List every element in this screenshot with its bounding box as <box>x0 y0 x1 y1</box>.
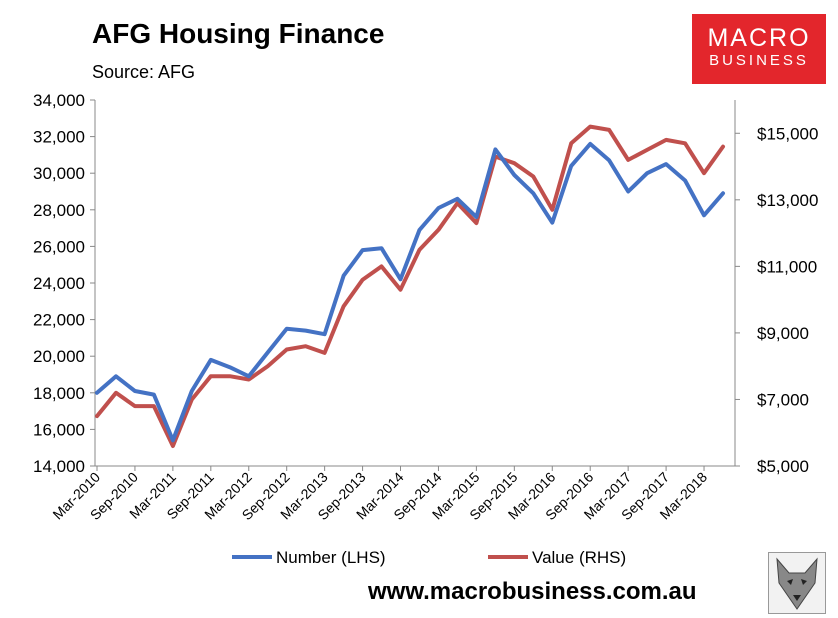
chart-title: AFG Housing Finance <box>92 18 385 49</box>
y-left-tick-label: 20,000 <box>33 347 85 366</box>
legend-label: Number (LHS) <box>276 548 386 567</box>
y-left-tick-label: 28,000 <box>33 201 85 220</box>
y-right-tick-label: $13,000 <box>757 191 818 210</box>
series-line-value <box>95 124 725 448</box>
series-line-number <box>95 141 725 443</box>
y-right-tick-label: $11,000 <box>757 257 817 276</box>
y-left-tick-label: 16,000 <box>33 420 85 439</box>
y-left-tick-label: 22,000 <box>33 311 85 330</box>
y-right-tick-label: $9,000 <box>757 324 809 343</box>
y-left-tick-label: 34,000 <box>33 91 85 110</box>
legend-label: Value (RHS) <box>532 548 626 567</box>
source-note: Source: AFG <box>92 62 196 82</box>
wolf-emblem <box>768 552 826 614</box>
y-right-tick-label: $15,000 <box>757 124 818 143</box>
y-left-tick-label: 14,000 <box>33 457 85 476</box>
y-left-tick-label: 32,000 <box>33 128 85 147</box>
y-left-tick-label: 30,000 <box>33 164 85 183</box>
y-left-tick-label: 24,000 <box>33 274 85 293</box>
macrobusiness-logo: MACRO BUSINESS <box>692 14 826 84</box>
y-right-tick-label: $7,000 <box>757 390 809 409</box>
y-left-tick-label: 26,000 <box>33 237 85 256</box>
logo-line-1: MACRO <box>707 24 811 52</box>
y-left-tick-label: 18,000 <box>33 384 85 403</box>
footer-url: www.macrobusiness.com.au <box>368 578 697 605</box>
y-right-tick-label: $5,000 <box>757 457 809 476</box>
logo-line-2: BUSINESS <box>709 52 809 69</box>
